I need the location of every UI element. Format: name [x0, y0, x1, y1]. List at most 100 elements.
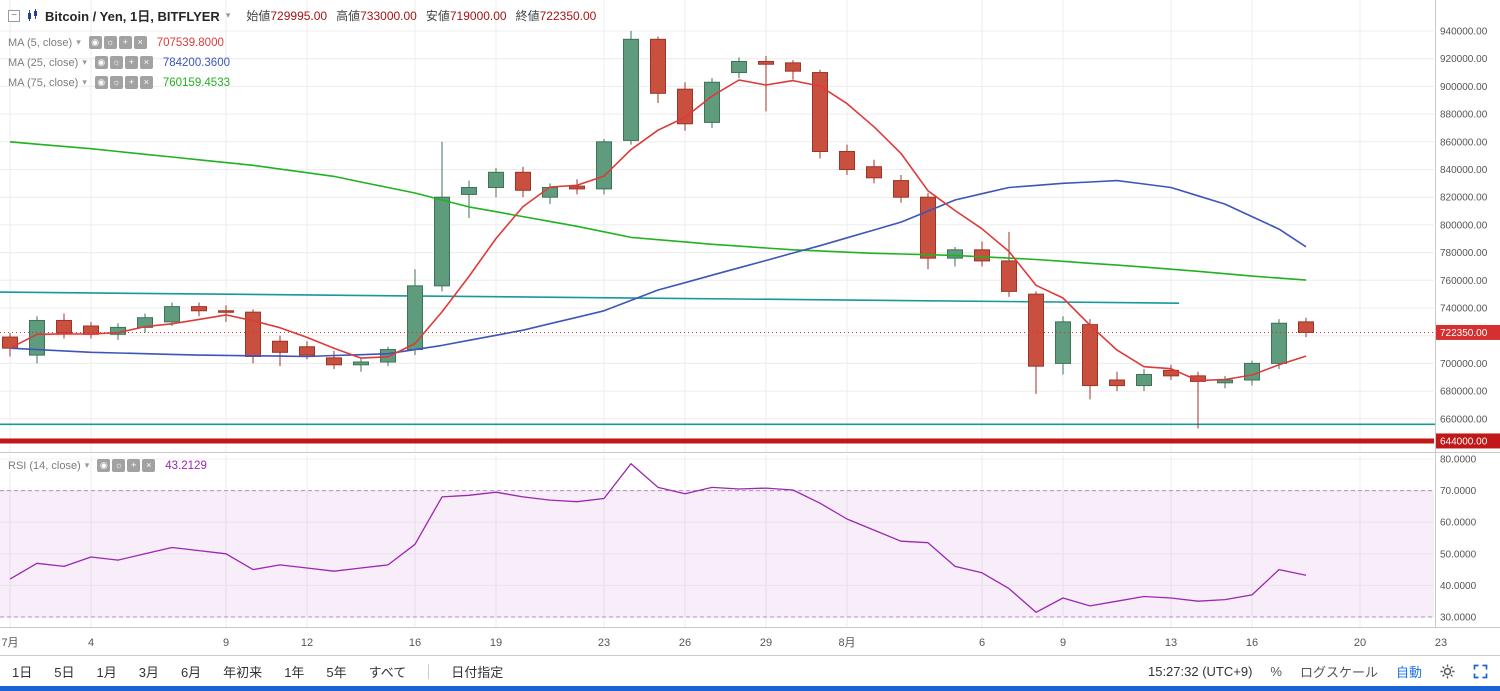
range-buttons: 1日 5日 1月 3月 6月 年初来 1年 5年 すべて [12, 662, 406, 681]
ohlc-value-3: 719000.00 [449, 9, 507, 23]
svg-text:900000.00: 900000.00 [1440, 82, 1488, 93]
svg-text:30.0000: 30.0000 [1440, 613, 1477, 624]
rsi-chevron-down-icon[interactable]: ▾ [84, 460, 90, 470]
ma-3-close-button[interactable]: × [139, 76, 153, 89]
svg-text:23: 23 [1435, 637, 1447, 649]
fullscreen-icon[interactable] [1473, 664, 1488, 679]
ma-2-value: 784200.3600 [162, 56, 230, 69]
rsi-add-button[interactable]: + [127, 459, 141, 472]
svg-text:12: 12 [301, 637, 313, 649]
bottom-toolbar: 1日 5日 1月 3月 6月 年初来 1年 5年 すべて 日付指定 15:27:32 (UTC+… [0, 655, 1500, 686]
ma-3-add-button[interactable]: + [124, 76, 138, 89]
svg-text:6: 6 [979, 637, 985, 649]
svg-text:722350.00: 722350.00 [1440, 328, 1488, 339]
ma-1-label: MA (5, close) [8, 36, 73, 49]
panel-separators [0, 0, 1500, 628]
svg-text:860000.00: 860000.00 [1440, 137, 1488, 148]
svg-text:23: 23 [598, 637, 610, 649]
rsi-value: 43.2129 [165, 459, 207, 472]
auto-scale-button[interactable]: 自動 [1395, 664, 1422, 680]
candles[interactable] [2, 31, 1314, 429]
chart-type-icon [26, 9, 39, 22]
svg-text:40.0000: 40.0000 [1440, 581, 1477, 592]
svg-text:644000.00: 644000.00 [1440, 436, 1488, 447]
price-axis[interactable]: 660000.00680000.00700000.00720000.007400… [1436, 27, 1500, 624]
svg-text:4: 4 [88, 637, 94, 649]
ma-2-add-button[interactable]: + [124, 56, 138, 69]
settings-gear-icon[interactable] [1440, 664, 1455, 679]
range-button-9[interactable]: すべて [368, 664, 407, 680]
svg-text:19: 19 [490, 637, 502, 649]
ohlc-label-1: 始値 [246, 9, 271, 23]
svg-text:8月: 8月 [838, 637, 855, 649]
svg-text:50.0000: 50.0000 [1440, 549, 1477, 560]
svg-text:80.0000: 80.0000 [1440, 455, 1477, 466]
ma-1-visibility-button[interactable]: ◉ [88, 36, 102, 49]
rsi-controls: ◉ ☼ + × [97, 459, 156, 472]
svg-text:20: 20 [1354, 637, 1366, 649]
range-button-4[interactable]: 3月 [138, 664, 159, 680]
ma-1-value: 707539.8000 [156, 36, 224, 49]
ma-1-add-button[interactable]: + [118, 36, 132, 49]
rsi-panel[interactable] [0, 463, 1434, 618]
price-chart[interactable]: 660000.00680000.00700000.00720000.007400… [0, 0, 1500, 655]
svg-text:16: 16 [1246, 637, 1258, 649]
ma-2-chevron-down-icon[interactable]: ▾ [82, 57, 87, 67]
log-scale-button[interactable]: ログスケール [1299, 664, 1378, 680]
range-button-3[interactable]: 1月 [96, 664, 117, 680]
ma-1-close-button[interactable]: × [133, 36, 147, 49]
percent-scale-button[interactable]: % [1270, 663, 1282, 679]
svg-text:880000.00: 880000.00 [1440, 110, 1488, 121]
ohlc-label-2: 高値 [336, 9, 361, 23]
bottom-accent-bar [0, 686, 1500, 691]
ohlc-label-4: 終値 [515, 9, 540, 23]
svg-text:26: 26 [679, 637, 691, 649]
range-button-5[interactable]: 6月 [180, 664, 202, 680]
goto-date-button[interactable]: 日付指定 [451, 664, 504, 680]
range-button-8[interactable]: 5年 [326, 664, 347, 680]
range-button-6[interactable]: 年初来 [223, 664, 263, 680]
svg-text:16: 16 [409, 637, 421, 649]
svg-text:760000.00: 760000.00 [1440, 276, 1488, 287]
ohlc-label-3: 安値 [425, 9, 450, 23]
svg-text:9: 9 [1060, 637, 1066, 649]
ma-3-value: 760159.4533 [162, 76, 230, 89]
rsi-row: RSI (14, close) ▾ ◉ ☼ + × 43.2129 [8, 459, 207, 472]
collapse-legend-icon[interactable]: − [8, 9, 20, 22]
svg-text:700000.00: 700000.00 [1440, 359, 1488, 370]
ma-3-visibility-button[interactable]: ◉ [94, 76, 108, 89]
svg-text:940000.00: 940000.00 [1440, 27, 1488, 38]
ma-2-row: MA (25, close) ▾ ◉ ☼ + × 784200.3600 [8, 56, 230, 69]
ma-3-settings-button[interactable]: ☼ [109, 76, 123, 89]
range-selector: 1日 5日 1月 3月 6月 年初来 1年 5年 すべて 日付指定 [12, 662, 503, 681]
ma-3-chevron-down-icon[interactable]: ▾ [82, 77, 87, 87]
rsi-close-button[interactable]: × [142, 459, 156, 472]
ma-2-visibility-button[interactable]: ◉ [94, 56, 108, 69]
chevron-down-icon[interactable]: ▾ [225, 10, 231, 20]
rsi-visibility-button[interactable]: ◉ [97, 459, 111, 472]
ma-3-row: MA (75, close) ▾ ◉ ☼ + × 760159.4533 [8, 76, 230, 89]
time-axis[interactable]: 7月 4 9 12 16 19 23 26 29 8月 6 9 13 16 20 23 [1, 637, 1447, 649]
svg-text:780000.00: 780000.00 [1440, 248, 1488, 259]
ma-2-settings-button[interactable]: ☼ [109, 56, 123, 69]
ma-3-label: MA (75, close) [8, 76, 79, 89]
svg-text:920000.00: 920000.00 [1440, 54, 1488, 65]
range-button-1[interactable]: 1日 [12, 664, 33, 680]
range-button-7[interactable]: 1年 [284, 664, 305, 680]
svg-text:680000.00: 680000.00 [1440, 387, 1488, 398]
range-button-2[interactable]: 5日 [54, 664, 75, 680]
svg-text:840000.00: 840000.00 [1440, 165, 1488, 176]
ma-2-label: MA (25, close) [8, 56, 79, 69]
svg-text:800000.00: 800000.00 [1440, 220, 1488, 231]
ma-1-controls: ◉ ☼ + × [88, 36, 147, 49]
svg-text:29: 29 [760, 637, 772, 649]
main-panel[interactable] [0, 291, 1436, 444]
ma-2-close-button[interactable]: × [139, 56, 153, 69]
symbol-title[interactable]: Bitcoin / Yen, 1日, BITFLYER [45, 9, 220, 24]
ma-1-settings-button[interactable]: ☼ [103, 36, 117, 49]
ma-1-chevron-down-icon[interactable]: ▾ [76, 37, 81, 47]
ohlc-value-2: 733000.00 [360, 9, 417, 23]
svg-text:60.0000: 60.0000 [1440, 518, 1477, 529]
rsi-settings-button[interactable]: ☼ [112, 459, 126, 472]
